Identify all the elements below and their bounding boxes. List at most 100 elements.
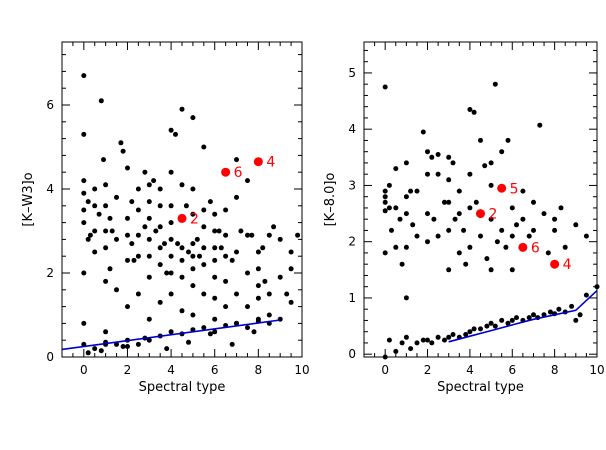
data-point — [179, 274, 185, 280]
data-point — [271, 224, 277, 230]
data-point — [168, 329, 174, 335]
data-point — [129, 241, 135, 247]
data-point — [288, 249, 294, 255]
data-point — [288, 299, 294, 305]
x-axis-label: Spectral type — [437, 380, 524, 395]
data-point — [435, 171, 441, 177]
data-point — [399, 261, 405, 267]
data-point — [120, 344, 126, 349]
data-point — [223, 232, 229, 238]
data-point — [146, 215, 152, 221]
data-point — [295, 232, 301, 238]
data-point — [175, 241, 181, 247]
data-point — [98, 348, 104, 354]
data-point — [408, 346, 414, 352]
data-point — [509, 205, 515, 211]
data-point — [541, 211, 547, 217]
data-point — [509, 267, 515, 273]
data-point — [467, 107, 473, 112]
data-point — [201, 325, 207, 331]
data-point — [212, 245, 218, 251]
data-point — [183, 203, 189, 209]
data-point — [284, 291, 290, 297]
data-point — [151, 178, 157, 184]
data-point — [118, 140, 124, 146]
data-point — [194, 236, 200, 242]
highlight-label: 2 — [190, 211, 199, 227]
data-point — [403, 334, 409, 340]
data-point — [103, 329, 109, 335]
highlight-label: 2 — [489, 207, 498, 223]
data-point — [107, 266, 113, 272]
data-point — [153, 228, 159, 234]
highlight-point — [253, 157, 263, 167]
data-point — [190, 211, 196, 217]
data-point — [96, 211, 102, 217]
x-tick-label: 8 — [255, 363, 263, 377]
x-tick-label: 0 — [381, 363, 389, 377]
data-point — [499, 149, 505, 155]
data-point — [114, 287, 119, 293]
data-point — [552, 216, 558, 222]
data-point — [146, 199, 152, 205]
data-point — [562, 244, 568, 250]
data-point — [212, 274, 218, 280]
data-point — [446, 267, 452, 273]
data-point — [168, 253, 174, 259]
data-point — [223, 253, 229, 259]
data-point — [125, 257, 130, 263]
data-point — [478, 326, 483, 332]
x-tick-label: 6 — [508, 363, 516, 377]
highlight-point — [221, 167, 231, 177]
data-point — [207, 199, 213, 205]
data-point — [467, 244, 473, 250]
x-tick-label: 8 — [551, 363, 559, 377]
data-point — [403, 244, 409, 250]
panel-k-w3: 0 2 4 6 8 10 0 2 4 6 Spectral type [K–W3]o 2 6 4 — [21, 41, 310, 395]
y-axis-label: [K–W3]o — [21, 172, 36, 226]
data-point — [218, 245, 224, 251]
data-point — [103, 278, 109, 284]
data-point — [146, 274, 152, 280]
data-point — [425, 149, 430, 155]
data-point — [146, 337, 152, 343]
data-point — [403, 160, 409, 166]
data-point — [594, 284, 600, 290]
x-tick-label: 4 — [167, 363, 175, 377]
data-point — [168, 169, 174, 175]
data-point — [135, 186, 141, 192]
data-point — [179, 245, 185, 251]
data-point — [85, 236, 91, 242]
data-point — [277, 274, 283, 280]
data-point — [223, 278, 229, 284]
data-point — [146, 316, 152, 322]
data-point — [431, 216, 437, 222]
data-point — [488, 320, 494, 326]
data-point — [179, 257, 185, 263]
y-tick-label: 6 — [46, 98, 54, 112]
data-point — [484, 323, 490, 329]
x-tick-label: 2 — [424, 363, 432, 377]
data-point — [399, 340, 405, 346]
data-point — [229, 341, 235, 347]
data-point — [488, 182, 494, 188]
data-point — [505, 137, 511, 143]
data-point — [216, 228, 222, 234]
data-point — [87, 232, 93, 238]
data-point — [255, 283, 261, 289]
data-point — [382, 188, 388, 194]
data-point — [157, 186, 163, 192]
data-point — [526, 233, 532, 239]
data-point — [114, 194, 119, 200]
data-point — [186, 249, 191, 255]
data-point — [186, 339, 191, 345]
data-point — [382, 208, 388, 214]
data-point — [478, 233, 483, 239]
data-point — [425, 171, 430, 177]
data-point — [471, 326, 477, 332]
data-point — [446, 334, 452, 340]
data-point — [473, 199, 479, 205]
data-point — [488, 267, 494, 273]
data-point — [537, 122, 543, 128]
data-point — [382, 354, 388, 360]
